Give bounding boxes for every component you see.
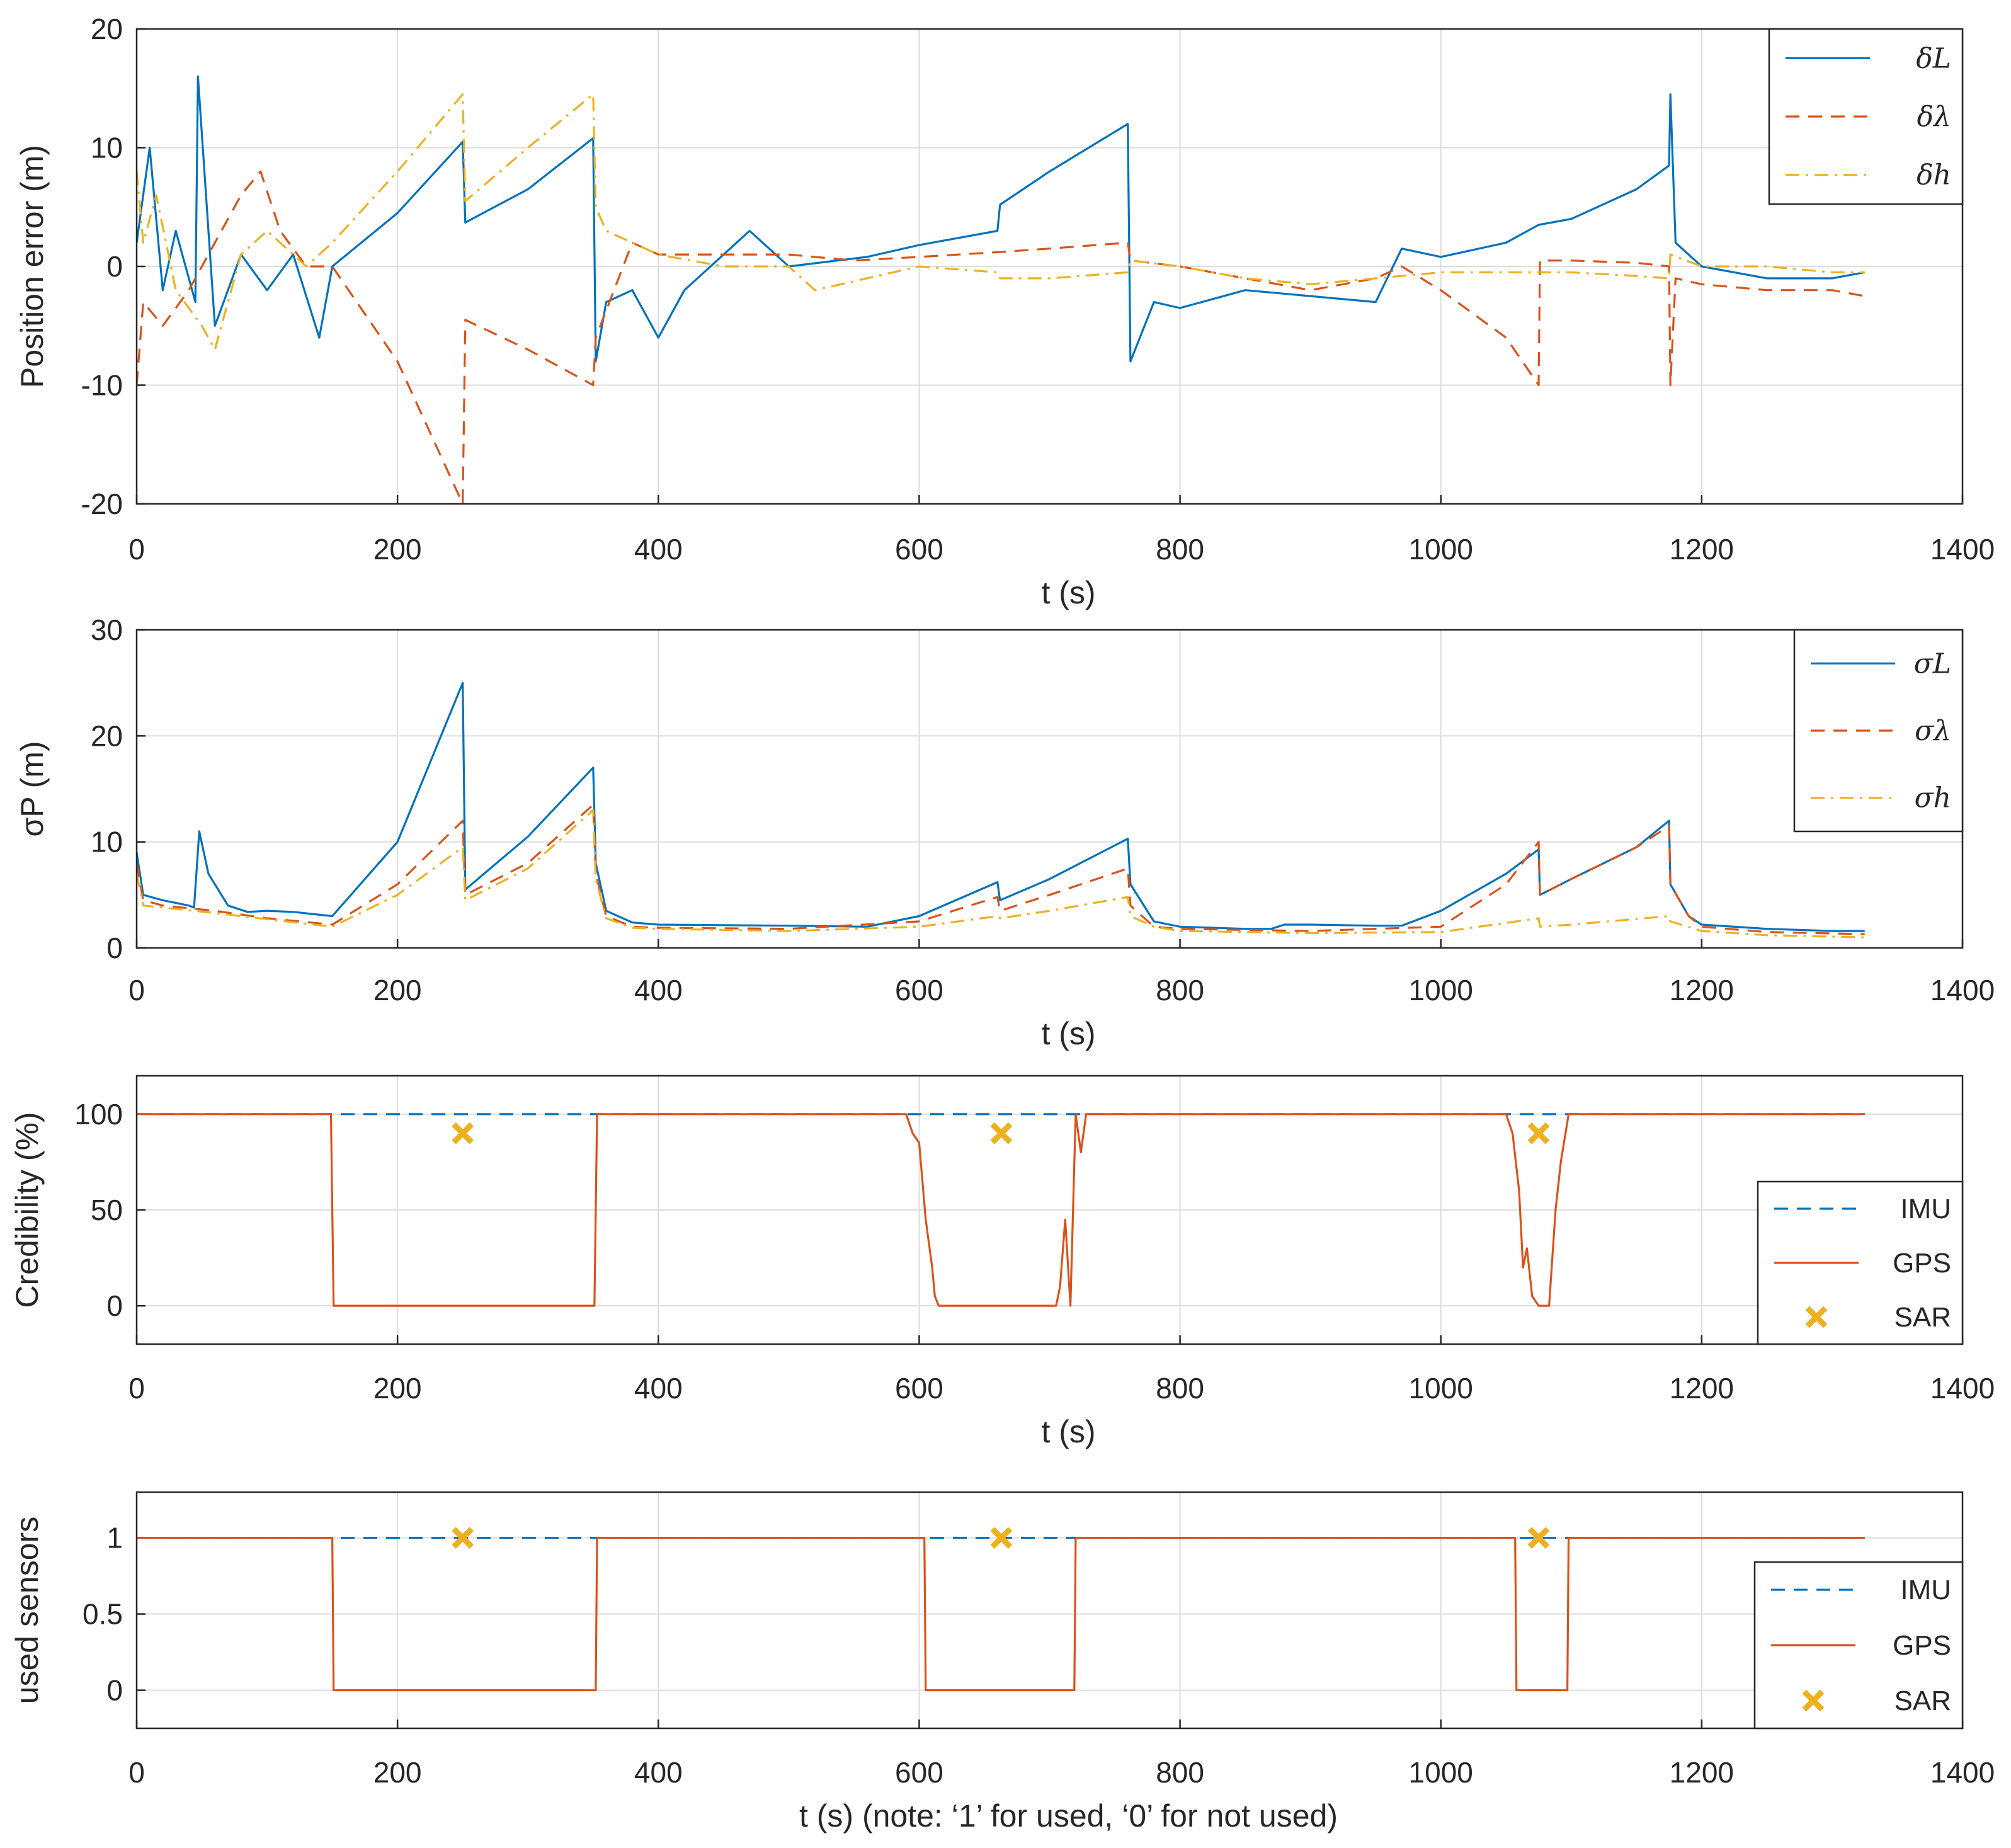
x-tick-label: 600 — [895, 533, 943, 566]
sar-marker — [990, 1527, 1013, 1549]
series-line-1 — [137, 75, 1865, 363]
y-tick-label: 30 — [91, 613, 123, 646]
x-tick-label: 1400 — [1930, 1756, 1995, 1789]
chart-panel-2: 0 200 400 600 800 1000 1200 1400 0 10 20 30 t (s) σP … — [14, 613, 1995, 1051]
legend: δL δλ δh — [1768, 28, 1964, 205]
legend-label: SAR — [1894, 1302, 1951, 1333]
legend-label: σh — [1915, 782, 1951, 814]
x-tick-label: 400 — [634, 1756, 683, 1789]
series-line-1 — [137, 682, 1865, 932]
x-tick-label: 800 — [1156, 974, 1204, 1007]
legend-label: δλ — [1917, 101, 1951, 133]
series-line-2 — [137, 1113, 1865, 1307]
legend-label: GPS — [1893, 1248, 1951, 1279]
x-tick-label: 0 — [128, 974, 145, 1007]
legend-label: σL — [1914, 647, 1951, 680]
y-tick-label: -20 — [81, 488, 123, 520]
x-tick-label: 200 — [373, 1372, 422, 1405]
y-tick-label: 10 — [91, 132, 123, 164]
y-tick-label: 1 — [106, 1522, 123, 1554]
x-tick-label: 0 — [128, 1372, 145, 1405]
chart-panel-4: 0 200 400 600 800 1000 1200 1400 0 0.5 1 t (s) (not… — [9, 1491, 1995, 1834]
y-axis-label: used sensors — [9, 1517, 45, 1704]
x-axis-label: t (s) — [1041, 575, 1095, 610]
sar-marker — [1527, 1527, 1550, 1549]
x-tick-label: 800 — [1156, 533, 1204, 566]
legend-label: δL — [1916, 42, 1951, 74]
series-line-2 — [137, 804, 1865, 935]
legend-label: σλ — [1915, 715, 1951, 747]
x-tick-label: 1200 — [1670, 1372, 1734, 1405]
x-axis-label: t (s) — [1041, 1414, 1095, 1449]
x-tick-label: 200 — [373, 533, 422, 566]
y-tick-label: 0 — [106, 1289, 123, 1322]
legend-sar-marker — [1802, 1689, 1825, 1712]
y-axis-label: σP (m) — [14, 741, 50, 836]
x-tick-label: 1200 — [1670, 1756, 1734, 1789]
plot-area — [137, 1492, 1963, 1728]
y-tick-label: 0 — [106, 932, 123, 964]
chart-panel-1: 0 200 400 600 800 1000 1200 1400 -20 -10 0 10 20 t (s… — [14, 13, 1995, 610]
legend: IMU GPS SAR — [1757, 1180, 1964, 1345]
legend-label: IMU — [1900, 1575, 1951, 1606]
x-tick-label: 0 — [128, 533, 145, 566]
series-line-2 — [137, 1537, 1865, 1692]
x-tick-label: 400 — [634, 533, 683, 566]
x-tick-label: 400 — [634, 974, 683, 1007]
x-tick-label: 1200 — [1670, 533, 1734, 566]
x-tick-label: 600 — [895, 1372, 943, 1405]
y-tick-label: 20 — [91, 13, 123, 45]
y-tick-label: 0 — [106, 250, 123, 283]
legend-sar-marker — [1805, 1306, 1828, 1328]
x-tick-label: 1000 — [1409, 1756, 1473, 1789]
x-tick-label: 400 — [634, 1372, 683, 1405]
sar-marker — [1527, 1122, 1550, 1144]
sar-marker — [990, 1122, 1013, 1144]
x-axis-label: t (s) — [1041, 1016, 1095, 1051]
y-tick-label: 10 — [91, 826, 123, 858]
legend-label: GPS — [1893, 1630, 1951, 1661]
axes-frame — [135, 28, 1964, 505]
y-tick-label: 20 — [91, 719, 123, 752]
series-line-2 — [137, 170, 1865, 504]
x-tick-label: 200 — [373, 1756, 422, 1789]
x-tick-label: 1400 — [1930, 974, 1995, 1007]
y-axis-label: Position error (m) — [14, 145, 50, 388]
legend: σL σλ σh — [1793, 629, 1964, 833]
y-tick-label: 0.5 — [83, 1598, 123, 1631]
x-tick-label: 1400 — [1930, 533, 1995, 566]
x-tick-label: 200 — [373, 974, 422, 1007]
series-line-3 — [137, 809, 1865, 938]
x-tick-label: 1000 — [1409, 533, 1473, 566]
x-tick-label: 1000 — [1409, 1372, 1473, 1405]
legend-label: IMU — [1900, 1194, 1951, 1224]
x-tick-label: 600 — [895, 974, 943, 1007]
y-axis-label: Credibility (%) — [9, 1112, 45, 1308]
x-tick-label: 1200 — [1670, 974, 1734, 1007]
series-line-3 — [137, 93, 1865, 351]
sar-marker — [452, 1527, 474, 1549]
x-axis-label: t (s) (note: ‘1’ for used, ‘0’ for not u… — [799, 1798, 1338, 1834]
x-tick-label: 1000 — [1409, 974, 1473, 1007]
x-tick-label: 1400 — [1930, 1372, 1995, 1405]
chart-panel-3: 0 200 400 600 800 1000 1200 1400 0 50 100 t (s) Cred… — [9, 1075, 1995, 1449]
legend-label: δh — [1917, 159, 1951, 191]
y-tick-label: 50 — [91, 1194, 123, 1226]
y-tick-label: 100 — [74, 1098, 123, 1131]
legend-label: SAR — [1894, 1685, 1951, 1716]
sar-marker — [452, 1122, 474, 1144]
plot-area — [137, 630, 1963, 948]
x-tick-label: 800 — [1156, 1372, 1204, 1405]
x-tick-label: 600 — [895, 1756, 943, 1789]
legend: IMU GPS SAR — [1753, 1561, 1964, 1730]
x-tick-label: 0 — [128, 1756, 145, 1789]
y-tick-label: 0 — [106, 1674, 123, 1707]
y-tick-label: -10 — [81, 369, 123, 402]
x-tick-label: 800 — [1156, 1756, 1204, 1789]
